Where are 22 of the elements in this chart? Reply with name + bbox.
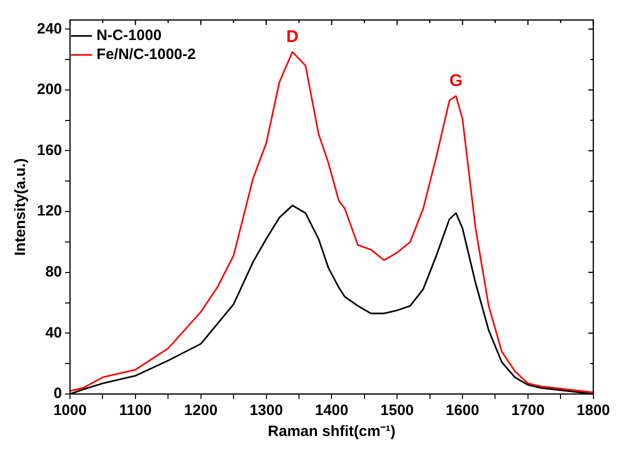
x-tick-label: 1300 [250, 402, 283, 420]
x-tick-label: 1000 [53, 402, 87, 420]
y-axis-title: Intensity(a.u.) [12, 158, 30, 256]
legend-label: N-C-1000 [96, 27, 162, 44]
y-tick-label: 200 [36, 81, 62, 98]
x-tick-label: 1500 [380, 402, 414, 420]
annotation: G [449, 71, 463, 90]
x-tick-label: 1100 [119, 402, 152, 420]
y-tick-label: 40 [45, 324, 62, 342]
y-tick-label: 120 [36, 202, 62, 220]
x-tick-label: 1600 [446, 402, 480, 420]
x-tick-label: 1400 [314, 402, 348, 420]
legend-label: Fe/N/C-1000-2 [96, 46, 196, 64]
annotation: D [286, 27, 299, 46]
y-tick-label: 80 [45, 264, 62, 281]
x-tick-label: 1200 [184, 402, 218, 420]
y-tick-label: 240 [36, 20, 62, 38]
y-tick-label: 0 [54, 385, 62, 402]
x-axis-title: Raman shfit(cm⁻¹) [268, 423, 396, 440]
x-tick-label: 1800 [576, 402, 610, 420]
x-tick-label: 1700 [511, 402, 545, 420]
y-tick-label: 160 [36, 142, 62, 159]
